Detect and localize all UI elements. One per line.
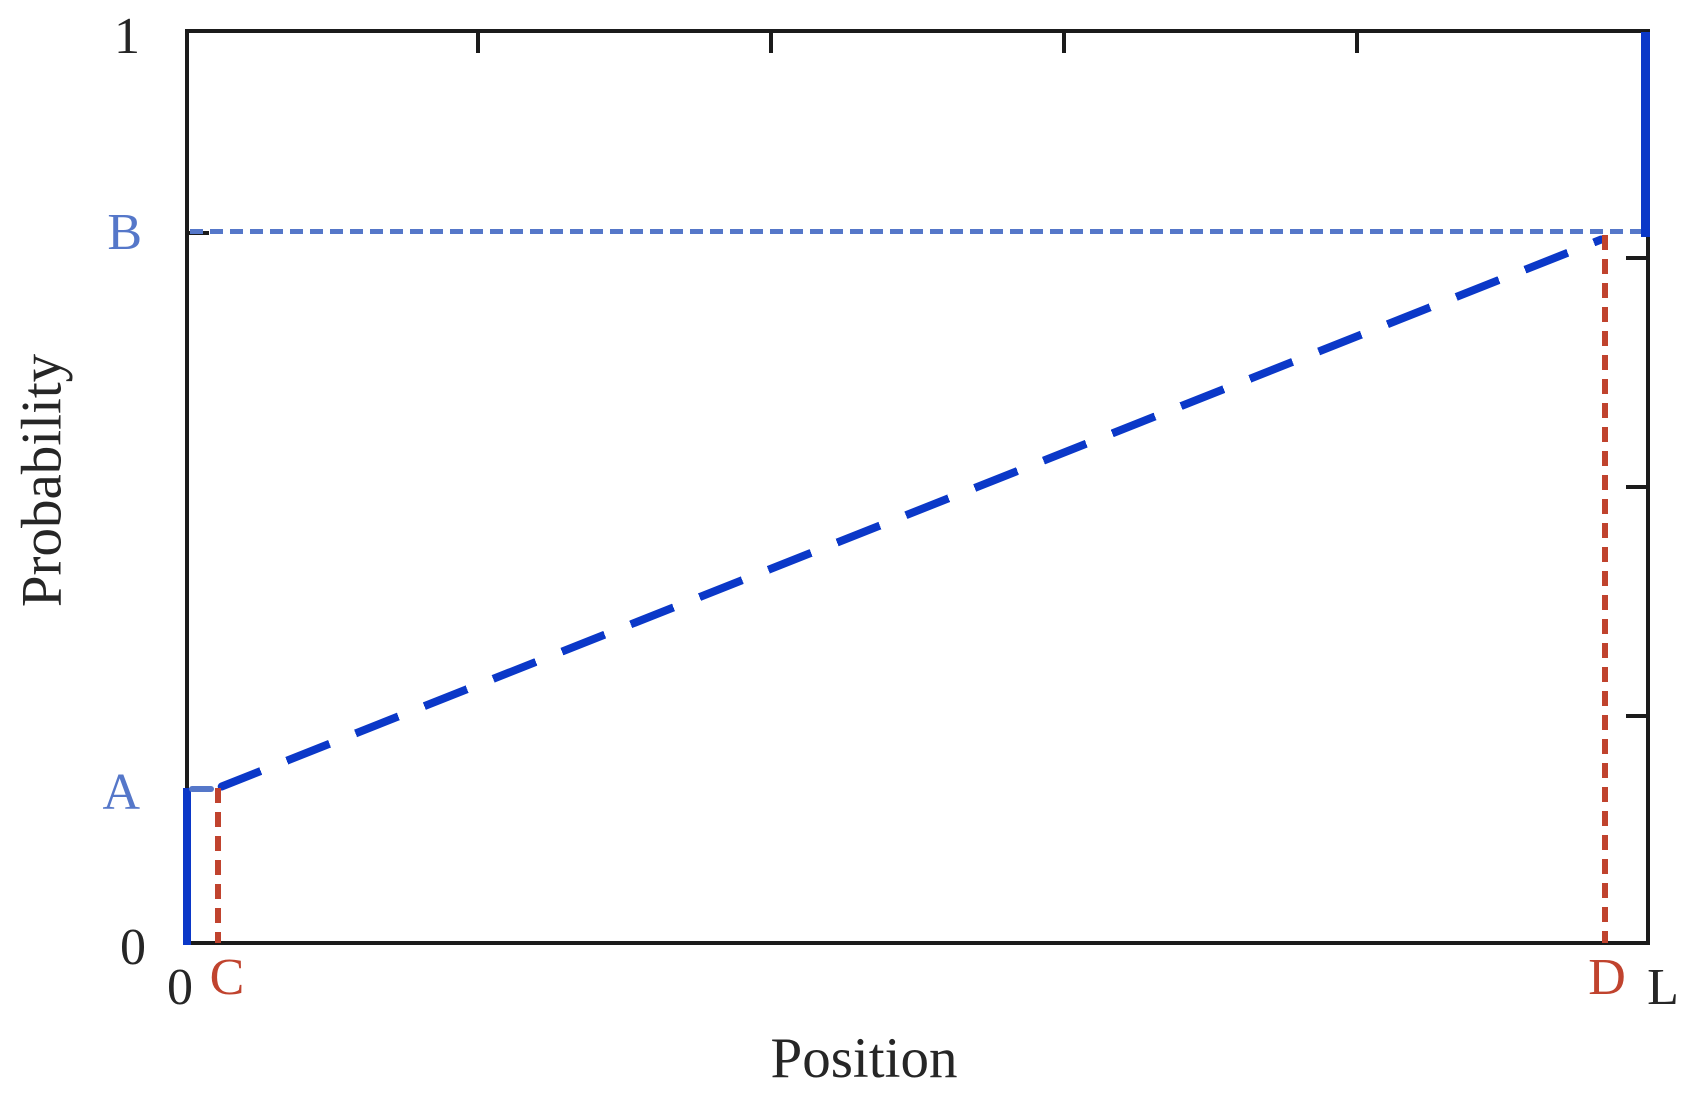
flat-segment-at-A-dash [189,786,214,792]
y-axis-title: Probability [10,353,74,608]
y-tick-label-1: 1 [114,8,140,65]
y-tick-label-0: 0 [120,919,146,976]
x-tick-mark-top-2 [769,33,773,53]
x-tick-label-0: 0 [167,959,193,1016]
y-tick-mark-right-1 [1626,256,1646,260]
marker-line-C [215,788,221,943]
y-tick-label-B: B [107,204,142,261]
x-tick-label-D: D [1588,949,1626,1006]
x-axis-title: Position [770,1027,958,1090]
x-tick-mark-top-4 [1355,33,1359,53]
x-tick-mark-top-1 [476,33,480,53]
marker-line-D [1602,235,1608,943]
plot-frame [185,29,1650,945]
x-tick-mark-top-3 [1062,33,1066,53]
y-tick-label-A: A [102,764,140,821]
y-tick-mark-right-3 [1626,714,1646,718]
y-tick-mark-right-2 [1626,485,1646,489]
jump-at-origin-line [183,788,191,945]
x-tick-label-L: L [1647,959,1679,1016]
level-B-reference-line [190,229,1642,234]
x-tick-label-C: C [209,949,245,1006]
jump-at-L-line [1641,32,1650,237]
